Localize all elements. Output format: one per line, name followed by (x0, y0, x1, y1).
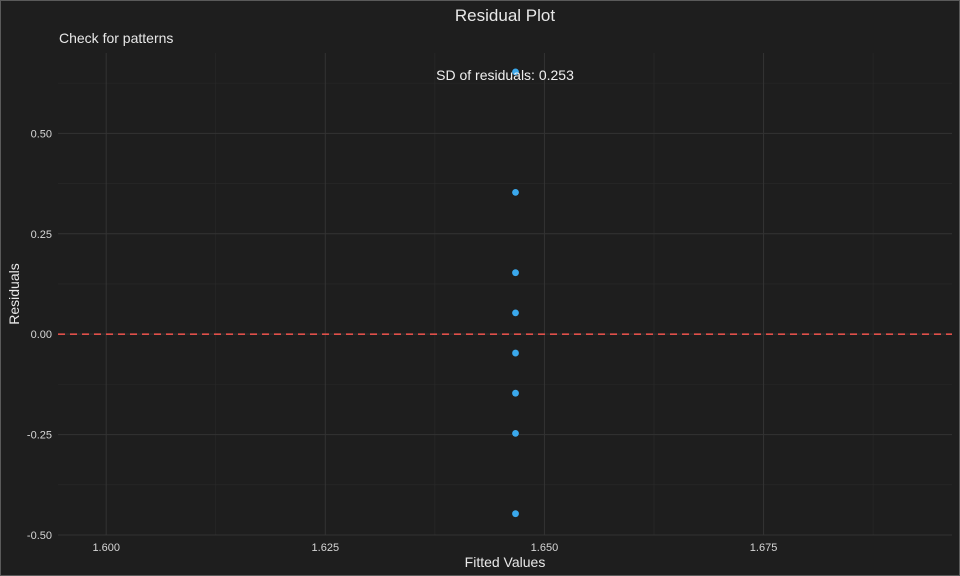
y-tick-label: -0.25 (27, 430, 52, 442)
data-point (512, 389, 519, 397)
data-point (512, 309, 519, 317)
data-point (512, 188, 519, 196)
y-axis-label: Residuals (6, 263, 22, 324)
y-tick-label: 0.50 (31, 128, 52, 140)
sd-annotation: SD of residuals: 0.253 (436, 67, 574, 83)
x-tick-label: 1.650 (531, 542, 559, 554)
x-tick-labels: 1.600 1.625 1.650 1.675 (92, 542, 777, 554)
y-tick-label: 0.25 (31, 229, 52, 241)
y-tick-labels: -0.50 -0.25 0.00 0.25 0.50 (27, 128, 52, 542)
x-tick-label: 1.600 (92, 542, 120, 554)
x-axis-label: Fitted Values (465, 554, 546, 570)
y-tick-label: 0.00 (31, 329, 52, 341)
data-point (512, 510, 519, 518)
data-point (512, 269, 519, 277)
x-tick-label: 1.675 (750, 542, 778, 554)
chart-title: Residual Plot (455, 6, 555, 25)
data-point (512, 68, 519, 76)
major-grid (58, 53, 952, 536)
y-tick-label: -0.50 (27, 530, 52, 542)
chart-subtitle: Check for patterns (59, 30, 173, 46)
x-tick-label: 1.625 (312, 542, 340, 554)
data-point (512, 429, 519, 437)
data-points (512, 68, 519, 518)
data-point (512, 349, 519, 357)
